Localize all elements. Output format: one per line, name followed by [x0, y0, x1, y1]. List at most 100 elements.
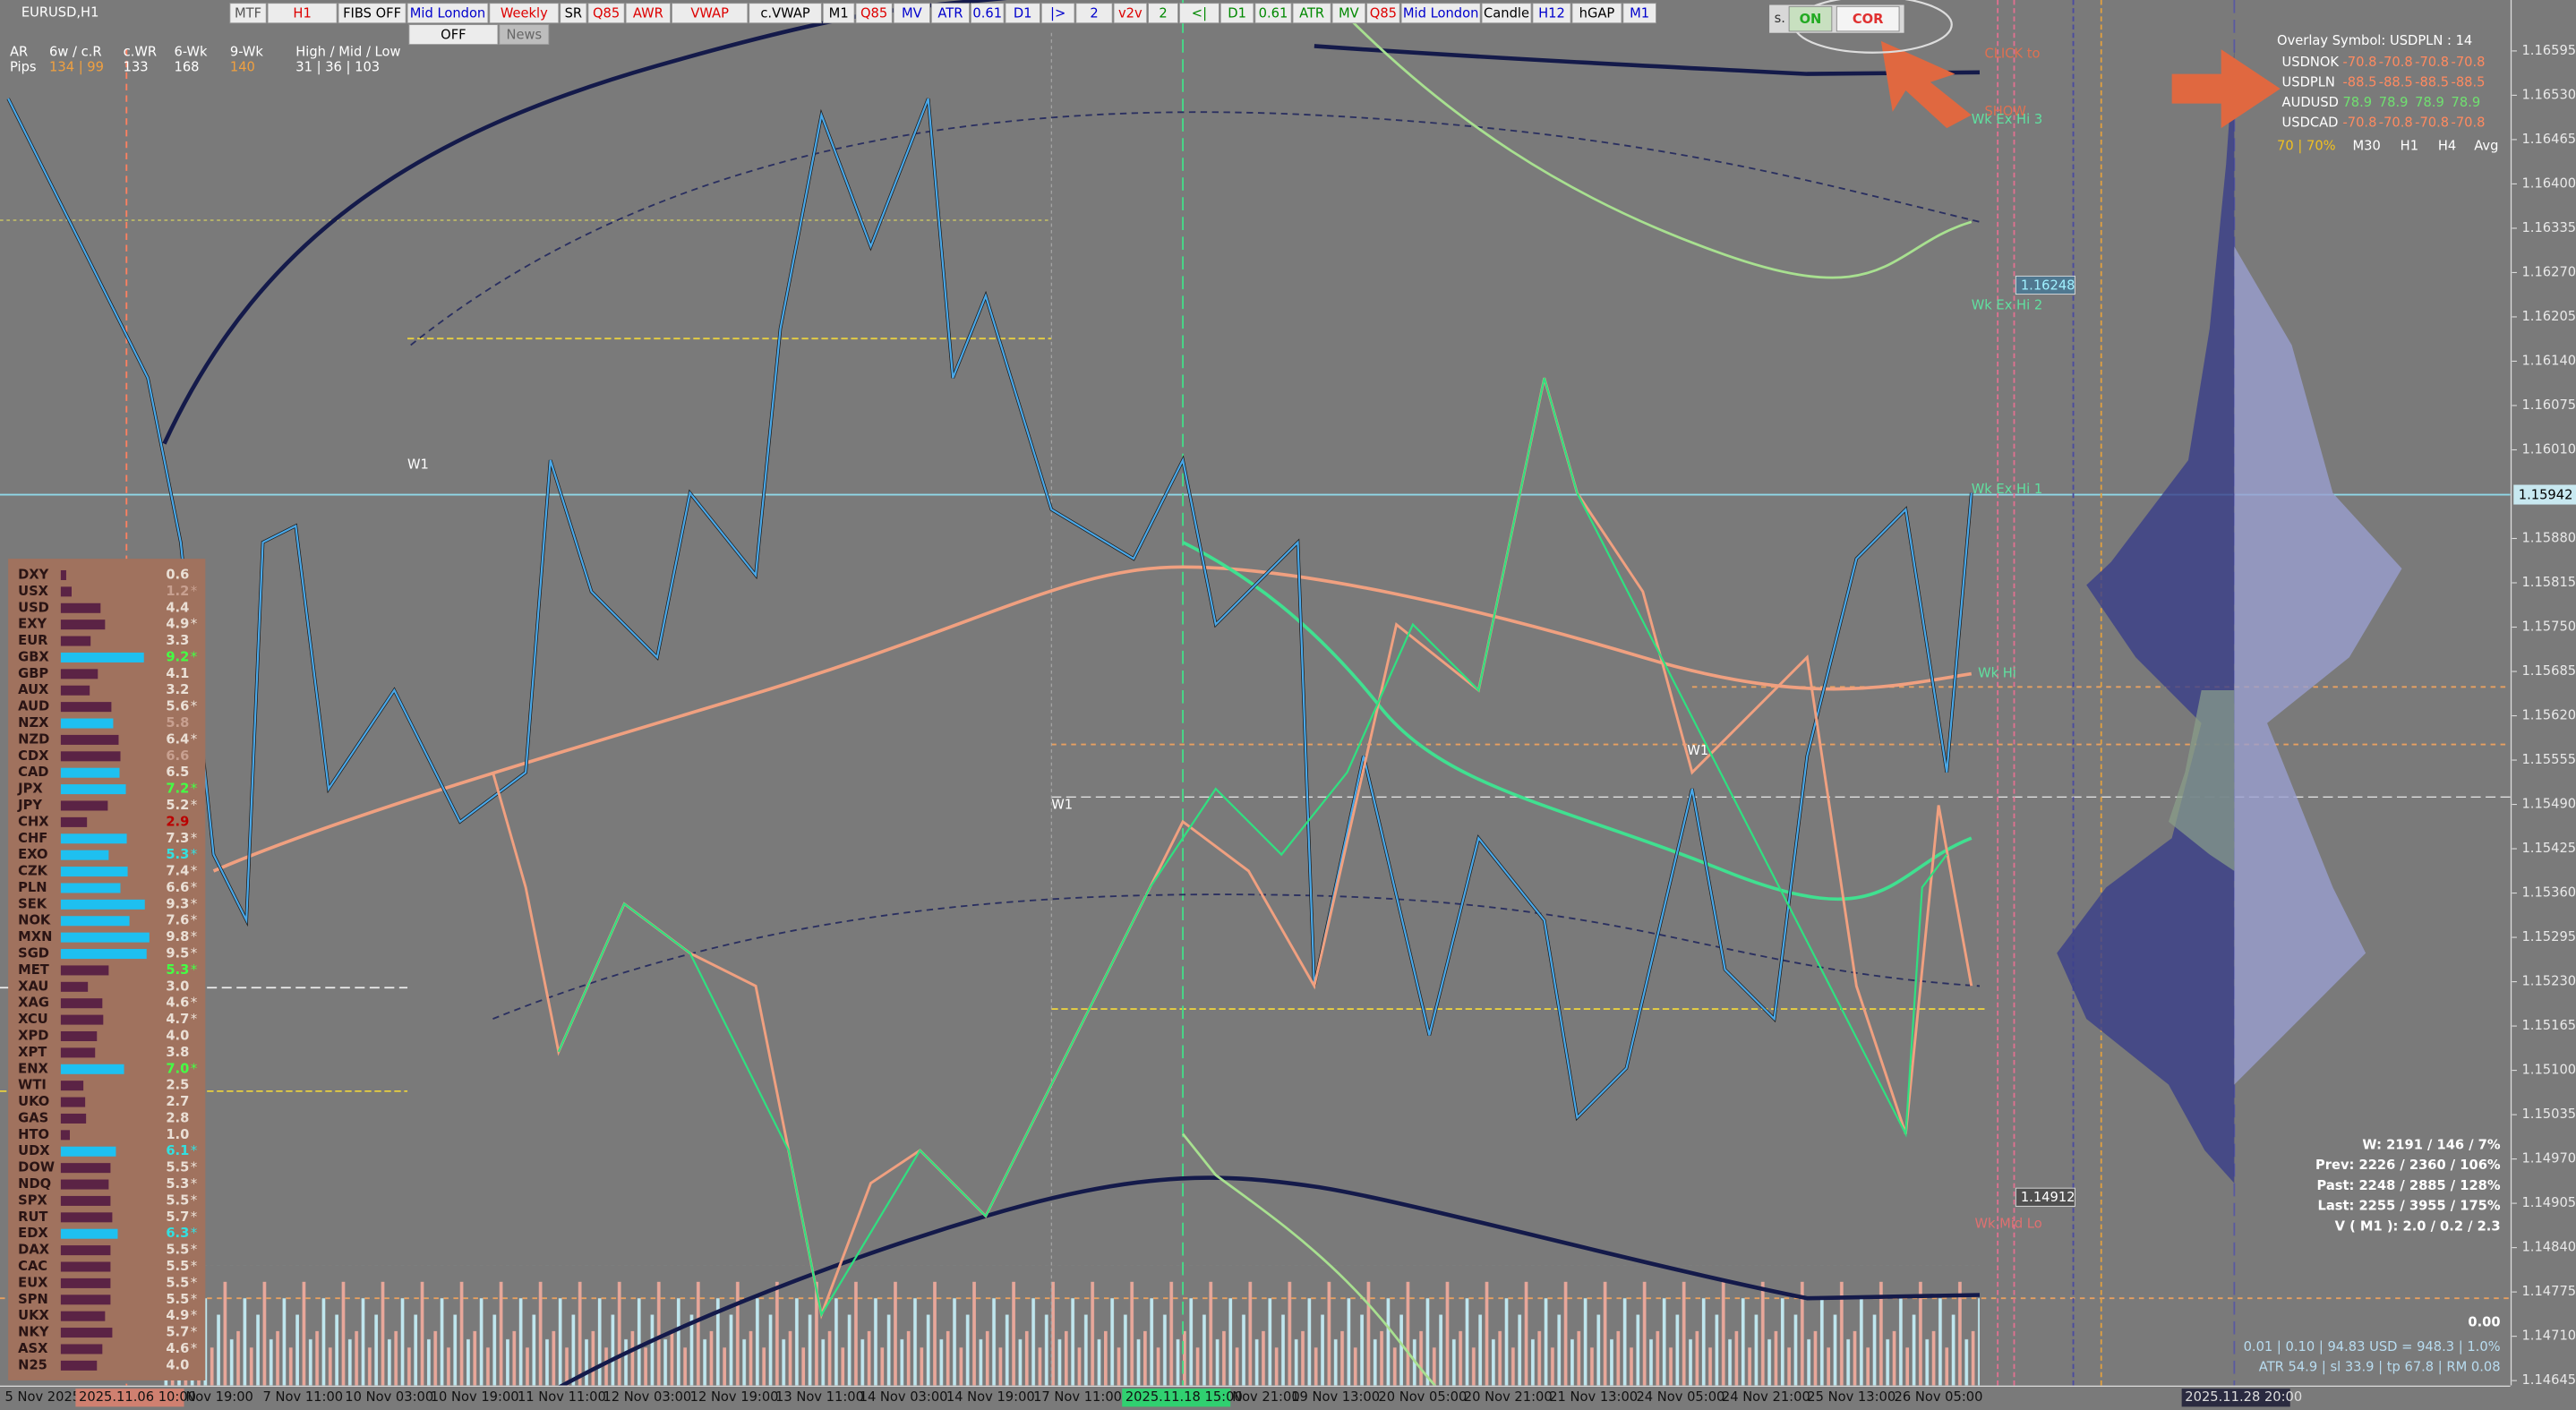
strength-star: *: [191, 1176, 197, 1192]
overlay-footer[interactable]: Avg: [2474, 138, 2498, 153]
stats-label: High / Mid / Low: [295, 45, 400, 60]
time-label: 2025.11.28 20:00: [2185, 1389, 2302, 1405]
toolbar-button-label: Q85: [860, 6, 887, 21]
toolbar-button[interactable]: [1366, 3, 1400, 24]
toolbar-button[interactable]: [1148, 3, 1179, 24]
toolbar-button[interactable]: [1481, 3, 1532, 24]
strength-name: RUT: [18, 1209, 47, 1225]
cor-prefix: s.: [1775, 11, 1785, 26]
strength-bar: [60, 784, 126, 795]
account-line: V ( M1 ): 2.0 / 0.2 / 2.3: [2335, 1219, 2501, 1235]
time-label: 20 Nov 21:00: [1464, 1389, 1553, 1405]
strength-name: DOW: [18, 1160, 55, 1175]
time-label: 24 Nov 05:00: [1636, 1389, 1724, 1405]
toolbar-button[interactable]: [560, 3, 587, 24]
stats-value: 140: [230, 59, 255, 74]
time-label: 13 Nov 11:00: [775, 1389, 864, 1405]
on-button[interactable]: [1788, 5, 1833, 32]
strength-name: DAX: [18, 1243, 50, 1258]
strength-name: JPX: [17, 782, 43, 797]
price-label: 1.15490: [2521, 797, 2576, 812]
callout-text: CLICK to: [1984, 47, 2040, 62]
toolbar-button[interactable]: [267, 3, 338, 24]
toolbar-button[interactable]: [1400, 3, 1481, 24]
overlay-value: 78.9: [2415, 95, 2444, 110]
toolbar-button[interactable]: [749, 3, 822, 24]
strength-name: SPX: [18, 1192, 47, 1208]
cor-button[interactable]: [1836, 5, 1900, 32]
toolbar-button[interactable]: [587, 3, 625, 24]
strength-value: 5.3: [166, 1176, 189, 1192]
toolbar-button[interactable]: [930, 3, 971, 24]
strength-name: JPY: [17, 798, 42, 813]
chart-level-label: Wk Hi: [1978, 666, 2016, 681]
on-button-label: ON: [1800, 12, 1822, 27]
toolbar-button[interactable]: [671, 3, 749, 24]
toolbar-button[interactable]: [1571, 3, 1622, 24]
overlay-footer[interactable]: M30: [2352, 138, 2380, 153]
strength-bar: [60, 850, 109, 860]
time-highlight: [75, 1389, 184, 1407]
toolbar-button[interactable]: [1040, 3, 1075, 24]
toolbar-button[interactable]: [855, 3, 893, 24]
strength-value: 5.7: [166, 1325, 189, 1340]
toolbar-button[interactable]: [893, 3, 930, 24]
price-label: 1.15035: [2521, 1107, 2576, 1122]
toolbar-button[interactable]: [1532, 3, 1571, 24]
strength-star: *: [191, 782, 197, 797]
account-line: W: 2191 / 146 / 7%: [2362, 1137, 2500, 1152]
strength-bar: [60, 1295, 111, 1305]
overlay-title: Overlay Symbol: USDPLN : 14: [2277, 33, 2472, 48]
overlay-footer[interactable]: H1: [2401, 138, 2418, 153]
toolbar-button[interactable]: [229, 3, 267, 24]
strength-bar: [60, 883, 121, 893]
price-label: 1.15815: [2521, 575, 2576, 590]
strength-bar: [60, 1328, 113, 1338]
strength-name: ENX: [18, 1061, 48, 1076]
toolbar-button[interactable]: [1005, 3, 1040, 24]
price-label: 1.15295: [2521, 929, 2576, 944]
toolbar-button[interactable]: [1220, 3, 1254, 24]
toolbar-button-label: SR: [565, 6, 583, 21]
strength-bar: [60, 702, 112, 713]
toolbar-button-label: Weekly: [501, 6, 548, 21]
stats-value: 31 | 36 | 103: [295, 59, 380, 74]
toolbar-button[interactable]: [970, 3, 1005, 24]
toolbar-button[interactable]: [1113, 3, 1148, 24]
overlay-value: 78.9: [2379, 95, 2409, 110]
toolbar-button[interactable]: [1075, 3, 1113, 24]
toolbar-button[interactable]: [1622, 3, 1656, 24]
toolbar-button-label: OFF: [441, 27, 466, 42]
price-label: 1.16010: [2521, 441, 2576, 457]
strength-name: UKX: [18, 1308, 49, 1323]
strength-name: SEK: [18, 896, 47, 911]
price-flag: [2015, 275, 2075, 295]
price-label: 1.15165: [2521, 1018, 2576, 1033]
strength-name: CZK: [18, 864, 47, 879]
strength-name: NZD: [18, 731, 49, 747]
toolbar-button[interactable]: [489, 3, 560, 24]
strength-star: *: [191, 699, 197, 714]
toolbar-button[interactable]: [338, 3, 407, 24]
overlay-footer[interactable]: H4: [2438, 138, 2456, 153]
toolbar-button[interactable]: [1254, 3, 1292, 24]
toolbar-button[interactable]: [408, 24, 499, 46]
toolbar-button[interactable]: [1178, 3, 1220, 24]
strength-bar: [60, 718, 114, 729]
toolbar-button[interactable]: [407, 3, 489, 24]
strength-star: *: [191, 1061, 197, 1076]
price-label: 1.16075: [2521, 397, 2576, 413]
overlay-value: -70.8: [2379, 55, 2413, 70]
toolbar-button[interactable]: [1331, 3, 1366, 24]
time-label: 21 Nov 13:00: [1549, 1389, 1638, 1405]
price-label: 1.16270: [2521, 264, 2576, 279]
strength-value: 3.0: [166, 978, 189, 994]
toolbar-button[interactable]: [625, 3, 672, 24]
strength-bar: [60, 1097, 86, 1107]
chart-level-label: Wk Ex Hi 3: [1972, 112, 2042, 127]
toolbar-button[interactable]: [1292, 3, 1331, 24]
toolbar-button[interactable]: [822, 3, 855, 24]
strength-bar: [60, 1163, 111, 1174]
time-label: Nov 19:00: [185, 1389, 253, 1405]
toolbar-button[interactable]: [499, 24, 550, 46]
